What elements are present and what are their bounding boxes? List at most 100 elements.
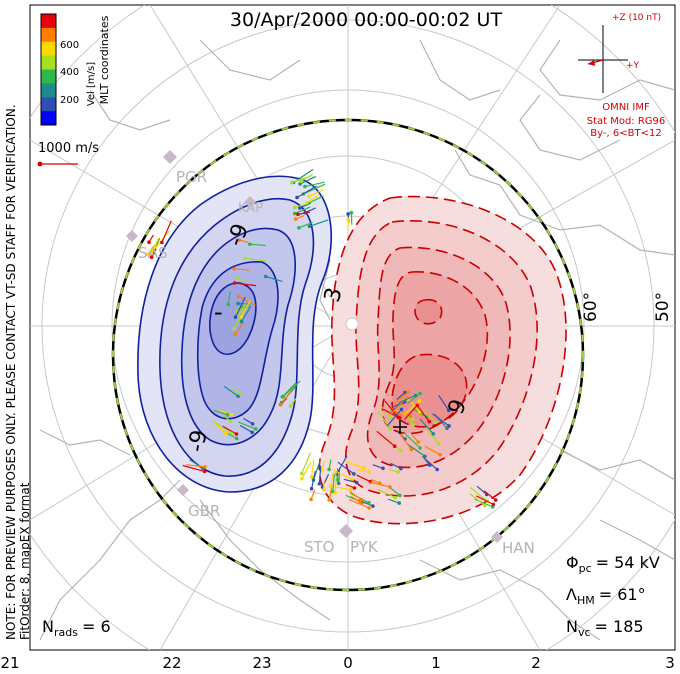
velocity-vector <box>393 391 409 405</box>
velocity-vector <box>376 488 396 499</box>
mlt-label-3: 3 <box>665 654 675 672</box>
velocity-vector <box>476 485 488 495</box>
velocity-vector <box>213 421 227 434</box>
colorbar-segment <box>41 41 56 57</box>
velocity-vector <box>289 398 297 407</box>
velocity-vector <box>343 478 357 484</box>
mlt-label-23: 23 <box>252 654 271 672</box>
velocity-vector <box>390 462 402 470</box>
velocity-vector-origin <box>327 467 331 472</box>
velocity-vector <box>424 445 441 456</box>
lat-label-60: 60° <box>581 292 601 322</box>
station-label-pyk: PYK <box>350 538 379 556</box>
radar-count-stat: Nrads = 6 <box>42 617 111 639</box>
velocity-vector-origin <box>202 469 207 474</box>
station-label-gbr: GBR <box>188 502 220 520</box>
potential-stat: Φpc = 54 kV <box>566 553 660 575</box>
velocity-vector <box>301 462 312 480</box>
velocity-vector <box>249 243 266 247</box>
velocity-vector <box>390 487 401 496</box>
velocity-vector <box>294 204 305 208</box>
velocity-vector <box>241 305 250 308</box>
velocity-vector <box>370 478 380 484</box>
velocity-vector <box>406 443 426 457</box>
station-label-han: HAN <box>502 539 535 557</box>
contour-label-pos-1: 3 <box>320 285 348 305</box>
velocity-vector <box>376 430 396 447</box>
velocity-vector <box>186 464 206 468</box>
velocity-vector <box>234 268 250 271</box>
imf-clock <box>578 25 628 93</box>
velocity-vector <box>241 305 252 322</box>
velocity-vector <box>403 432 421 449</box>
velocity-vector <box>245 257 266 262</box>
imf-condition-label: By-, 6<BT<12 <box>590 128 661 139</box>
velocity-vector <box>154 230 170 249</box>
velocity-vector <box>233 308 246 329</box>
velocity-vectors <box>145 168 498 510</box>
velocity-vector <box>239 424 253 433</box>
contour-label-neg-2: -9 <box>184 428 212 454</box>
station-markers <box>126 150 503 543</box>
colorbar-segment <box>41 14 56 29</box>
velocity-vector <box>483 490 497 501</box>
velocity-vector <box>147 244 155 255</box>
velocity-vector <box>387 409 402 426</box>
velocity-vector <box>332 474 335 492</box>
velocity-vector <box>151 248 157 258</box>
velocity-vector <box>265 275 283 282</box>
velocity-vector <box>237 277 246 283</box>
negative-potential-cell <box>137 175 333 493</box>
velocity-vector-origin <box>322 488 326 492</box>
velocity-vector <box>399 432 412 450</box>
imf-source-label: OMNI IMF <box>602 102 650 113</box>
velocity-vector <box>396 392 406 400</box>
station-label-sto: STO <box>304 538 335 556</box>
velocity-vector <box>336 471 353 480</box>
velocity-vector <box>387 498 400 504</box>
velocity-vector <box>280 385 296 405</box>
contour-label-neg-3: - <box>214 298 223 326</box>
mlt-label-22: 22 <box>162 654 181 672</box>
velocity-vector <box>357 469 369 473</box>
velocity-vector-origin <box>396 470 400 474</box>
station-label-pgr: PGR <box>176 168 207 186</box>
lat-label-50: 50° <box>653 292 673 322</box>
velocity-colorbar <box>40 13 57 126</box>
velocity-vector <box>372 464 384 469</box>
velocity-vector <box>349 491 362 501</box>
velocity-vector <box>148 234 154 243</box>
velocity-vector <box>307 195 324 205</box>
velocity-vector <box>212 420 232 434</box>
velocity-vector <box>304 207 316 214</box>
velocity-vector <box>333 485 351 491</box>
velocity-vector <box>282 380 301 397</box>
velocity-vector <box>330 468 336 487</box>
velocity-vector <box>345 483 355 489</box>
velocity-vector <box>219 409 233 416</box>
velocity-vector <box>299 175 317 185</box>
coordinates-label: MLT coordinates <box>98 15 111 104</box>
velocity-vector <box>298 221 313 229</box>
colorbar-segment <box>41 27 56 43</box>
velocity-vector <box>398 394 416 404</box>
mlt-label-2: 2 <box>531 654 541 672</box>
velocity-vector <box>321 460 326 471</box>
mlt-label-0: 0 <box>343 654 353 672</box>
colorbar-segment <box>41 83 56 98</box>
velocity-vector <box>151 237 160 253</box>
mlt-label-1: 1 <box>431 654 441 672</box>
velocity-vector <box>345 460 365 469</box>
colorbar-segment <box>41 111 56 126</box>
velocity-vector <box>475 495 494 505</box>
velocity-vector <box>301 452 312 474</box>
velocity-vector <box>231 387 241 395</box>
preview-notice: NOTE: FOR PREVIEW PURPOSES ONLY. PLEASE … <box>4 104 18 640</box>
velocity-vector <box>295 214 305 220</box>
velocity-vector <box>297 211 311 215</box>
map-title: 30/Apr/2000 00:00-00:02 UT <box>230 9 503 31</box>
hm-boundary-dash <box>112 119 584 591</box>
velocity-vector <box>294 206 311 215</box>
hm-latitude-stat: ΛHM = 61° <box>566 585 646 607</box>
